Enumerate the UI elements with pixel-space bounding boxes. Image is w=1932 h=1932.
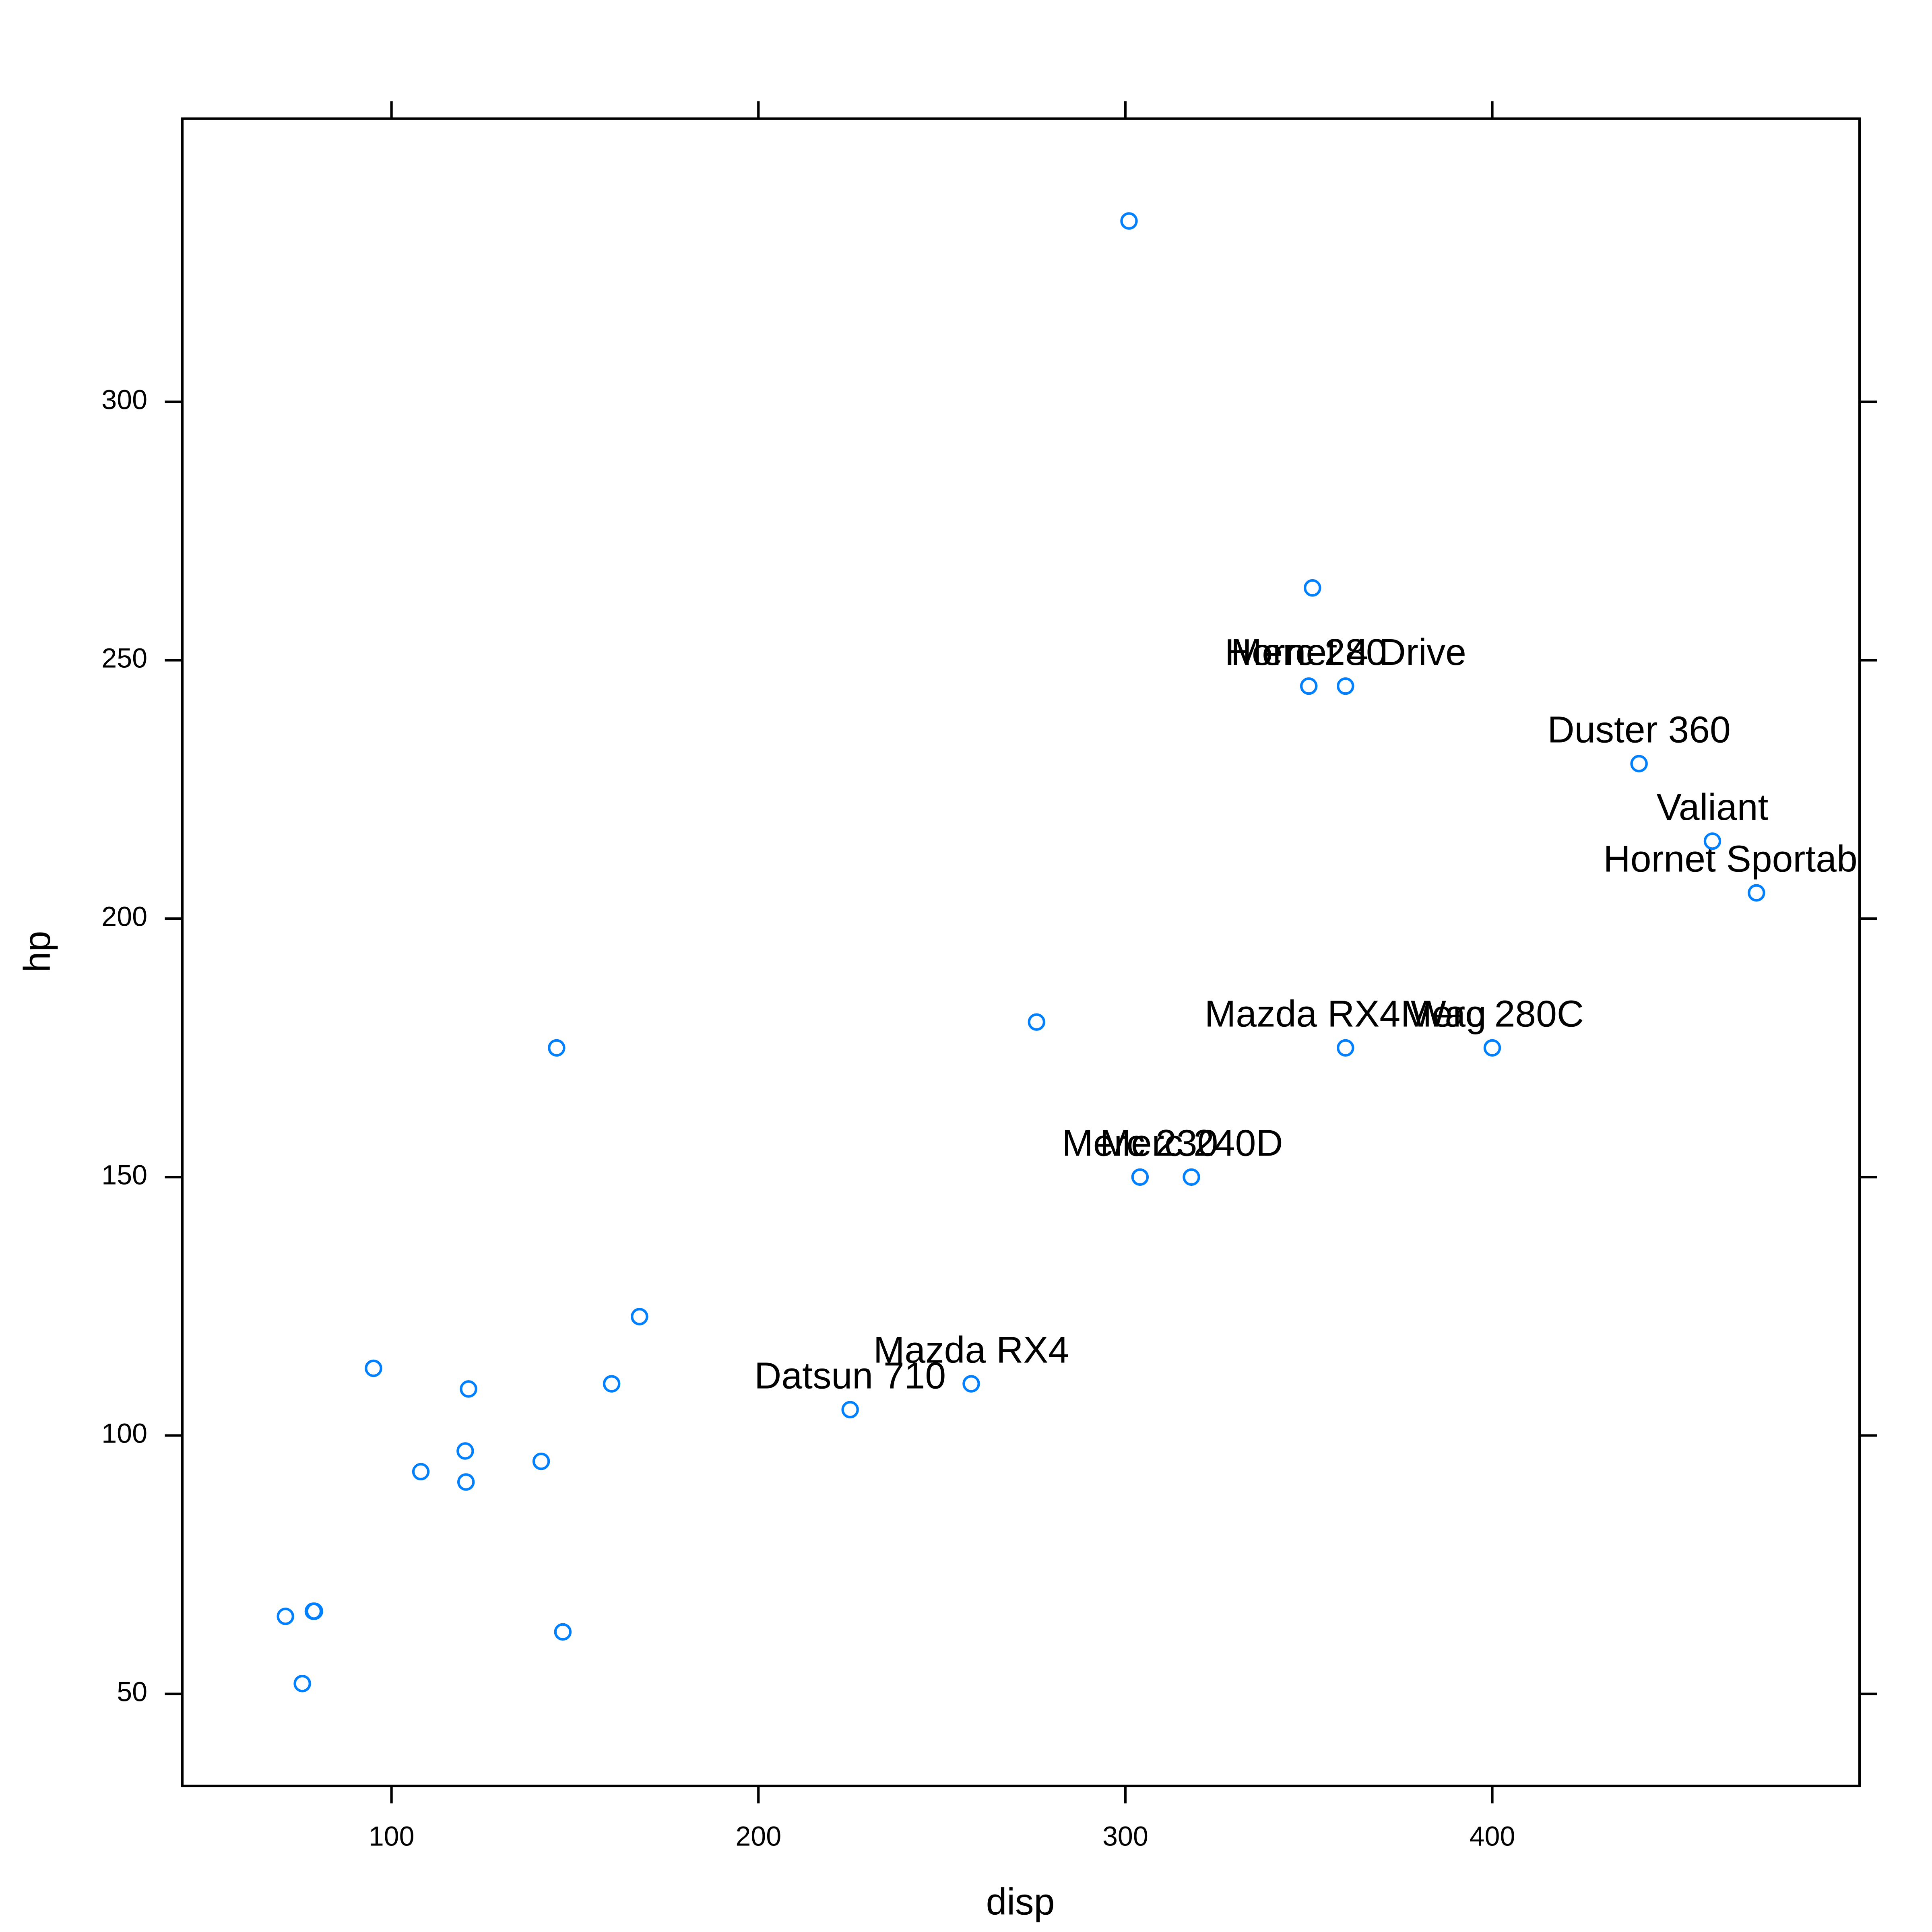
- point: [412, 1463, 430, 1481]
- x-axis-label: disp: [986, 1880, 1055, 1922]
- point-label: Mazda RX4: [873, 1329, 1069, 1371]
- point: [532, 1452, 550, 1470]
- point-label: Duster 360: [1547, 708, 1730, 750]
- point: [305, 1602, 323, 1620]
- point: [365, 1359, 382, 1377]
- point: [1337, 1039, 1354, 1057]
- point: [1183, 1168, 1200, 1186]
- point: [603, 1375, 621, 1393]
- point: [554, 1623, 572, 1641]
- y-tick-label: 250: [101, 643, 147, 673]
- point: [1703, 832, 1721, 850]
- point: [457, 1473, 475, 1491]
- y-tick-label: 200: [101, 901, 147, 932]
- point: [1304, 579, 1321, 597]
- point: [1630, 755, 1648, 772]
- point: [293, 1675, 311, 1693]
- point-label: Merc 230: [1062, 1122, 1218, 1164]
- point-label: Merc 240D: [1100, 1122, 1283, 1164]
- point-label: Valiant: [1657, 786, 1769, 828]
- y-tick-label: 300: [101, 384, 147, 415]
- x-tick-label: 200: [735, 1821, 781, 1852]
- plot-frame: [181, 117, 1861, 1788]
- y-axis-label: hp: [16, 931, 58, 973]
- point-label: Merc 280: [1231, 631, 1387, 673]
- x-tick-label: 400: [1470, 1821, 1515, 1852]
- point-label: Merc 280C: [1401, 993, 1584, 1035]
- point-label: Hornet 4 Drive: [1225, 631, 1466, 673]
- point: [631, 1308, 648, 1325]
- point: [962, 1375, 980, 1393]
- point: [460, 1380, 477, 1398]
- point: [1028, 1013, 1045, 1031]
- point: [1748, 884, 1765, 902]
- y-tick-label: 150: [101, 1160, 147, 1190]
- x-tick-label: 300: [1102, 1821, 1148, 1852]
- x-tick-label: 100: [369, 1821, 415, 1852]
- point: [1483, 1039, 1501, 1057]
- point: [841, 1401, 859, 1418]
- point: [1300, 677, 1318, 695]
- y-tick-label: 50: [117, 1676, 147, 1707]
- point-label: Mazda RX4 Wag: [1205, 993, 1486, 1035]
- point-label: Hornet Sportabout: [1604, 838, 1910, 879]
- point: [1120, 212, 1138, 230]
- point: [1337, 677, 1354, 695]
- point: [548, 1039, 566, 1057]
- point: [456, 1442, 474, 1460]
- point: [1131, 1168, 1149, 1186]
- point-label: Datsun 710: [754, 1354, 946, 1396]
- point: [277, 1608, 294, 1625]
- y-tick-label: 100: [101, 1418, 147, 1449]
